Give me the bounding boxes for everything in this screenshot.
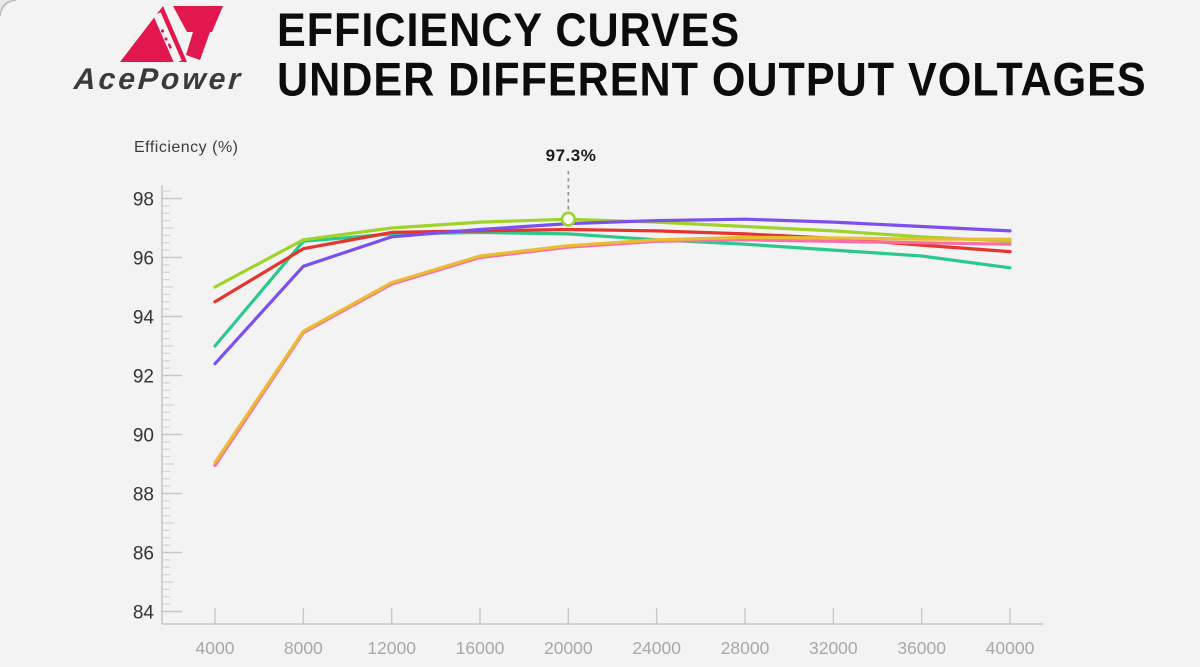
y-tick-label: 96 (133, 249, 154, 270)
series-line-green (213, 230, 1012, 348)
page-title-line1: EFFICIENCY CURVES (277, 3, 741, 57)
acepower-logo-icon (120, 6, 223, 64)
x-tick-label: 36000 (897, 638, 946, 658)
y-tick-label: 94 (133, 308, 155, 329)
series-line-pink (213, 238, 1012, 468)
y-tick-label: 84 (133, 603, 155, 624)
y-tick-label: 98 (133, 190, 154, 211)
series-line-amber (213, 235, 1012, 465)
y-tick-label: 90 (133, 426, 154, 447)
peak-marker (560, 211, 576, 227)
x-tick-label: 4000 (196, 638, 235, 658)
x-tick-label: 20000 (544, 638, 593, 658)
y-tick-label: 88 (133, 485, 154, 506)
x-tick-label: 28000 (721, 638, 770, 658)
x-tick-label: 16000 (456, 638, 505, 658)
x-tick-label: 8000 (284, 638, 323, 658)
y-tick-label: 92 (133, 367, 154, 388)
y-axis-title: Efficiency (%) (134, 139, 239, 156)
x-tick-label: 40000 (986, 638, 1035, 658)
peak-annotation-label: 97.3% (545, 146, 597, 165)
logo-mark (120, 6, 223, 64)
x-tick-label: 12000 (367, 638, 416, 658)
x-tick-label: 32000 (809, 638, 858, 658)
page-title: EFFICIENCY CURVES UNDER DIFFERENT OUTPUT… (277, 3, 1147, 107)
series-line-violet (213, 217, 1012, 366)
x-tick-label: 24000 (632, 638, 681, 658)
page-title-line2: UNDER DIFFERENT OUTPUT VOLTAGES (277, 53, 1147, 107)
y-tick-label: 86 (133, 544, 154, 565)
